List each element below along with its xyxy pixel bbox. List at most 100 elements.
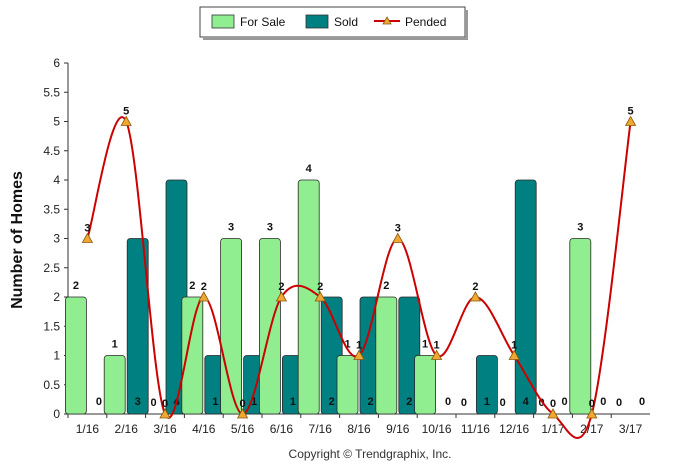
data-label-pended: 1 [356, 340, 362, 352]
pended-marker [120, 115, 132, 126]
y-tick-label: 4 [53, 173, 60, 187]
data-label-sold: 0 [639, 396, 645, 408]
y-tick-label: 1 [53, 349, 60, 363]
pended-marker [624, 115, 637, 126]
data-label-for-sale: 1 [344, 339, 350, 351]
y-axis-title: Number of Homes [9, 171, 26, 309]
pended-marker [392, 232, 404, 243]
data-label-sold: 0 [445, 396, 451, 408]
legend-marker-pended [382, 16, 392, 25]
data-label-sold: 1 [290, 396, 296, 408]
pended-marker [81, 232, 94, 243]
y-tick-label: 0.5 [43, 378, 60, 392]
data-label-pended: 1 [434, 340, 440, 352]
data-label-sold: 3 [135, 396, 141, 408]
data-label-pended: 2 [472, 281, 478, 293]
pended-marker [430, 349, 443, 360]
pended-marker [353, 349, 365, 360]
bar-for-sale [258, 238, 281, 415]
y-tick-label: 2 [53, 290, 60, 304]
bar-for-sale [65, 296, 87, 415]
pended-marker [508, 349, 520, 360]
data-label-pended: 2 [201, 281, 207, 293]
y-tick-label: 3 [53, 232, 60, 246]
legend-swatch-for-sale [211, 14, 235, 29]
x-tick-label: 5/16 [231, 422, 255, 436]
data-label-for-sale: 1 [422, 339, 428, 351]
pended-marker [547, 408, 559, 419]
y-tick-label: 3.5 [43, 202, 60, 216]
bar-for-sale [569, 238, 592, 415]
legend-shadow-bottom [203, 37, 468, 40]
y-tick-label: 1.5 [43, 319, 60, 333]
data-label-for-sale: 3 [577, 222, 583, 234]
data-label-sold: 2 [329, 396, 335, 408]
pended-marker [586, 408, 598, 419]
x-tick-label: 4/16 [192, 422, 216, 436]
bar-for-sale [181, 296, 204, 415]
data-label-for-sale: 2 [383, 280, 389, 292]
pended-marker [314, 291, 326, 302]
x-tick-label: 7/16 [309, 422, 333, 436]
pended-marker [236, 408, 249, 419]
data-label-pended: 3 [84, 223, 90, 235]
data-label-for-sale: 4 [306, 163, 313, 175]
bar-sold [514, 179, 537, 415]
data-label-for-sale: 0 [461, 397, 467, 409]
y-tick-label: 0 [53, 407, 60, 421]
bar-for-sale [336, 355, 359, 415]
data-label-for-sale: 2 [189, 280, 195, 292]
data-label-for-sale: 3 [267, 222, 273, 234]
pended-marker [275, 291, 288, 302]
bar-for-sale [103, 355, 126, 415]
data-label-sold: 0 [96, 396, 102, 408]
legend: For Sale Sold Pended [199, 6, 468, 40]
data-label-pended: 2 [317, 281, 323, 293]
y-tick-label: 4.5 [43, 144, 60, 158]
y-tick-label: 2.5 [43, 261, 60, 275]
copyright: Copyright © Trendgraphix, Inc. [289, 447, 452, 461]
data-label-pended: 5 [628, 106, 634, 118]
data-label-sold: 1 [212, 396, 218, 408]
legend-label-pended: Pended [405, 15, 446, 29]
data-label-pended: 0 [240, 398, 246, 410]
x-tick-label: 11/16 [461, 422, 490, 436]
x-tick-label: 2/17 [580, 422, 604, 436]
pended-marker [159, 408, 171, 419]
data-label-for-sale: 1 [112, 339, 118, 351]
y-tick-label: 6 [53, 56, 60, 70]
legend-label-for-sale: For Sale [240, 15, 286, 29]
x-tick-label: 2/16 [115, 422, 139, 436]
legend-box [199, 6, 466, 38]
legend-shadow [465, 10, 468, 40]
data-label-sold: 1 [484, 396, 490, 408]
data-label-for-sale: 0 [538, 397, 544, 409]
pended-marker [198, 291, 210, 302]
bar-for-sale [414, 355, 437, 415]
y-tick-label: 5 [53, 115, 60, 129]
data-label-sold: 2 [406, 396, 412, 408]
x-tick-label: 1/17 [541, 422, 565, 436]
data-label-pended: 0 [589, 398, 595, 410]
x-tick-label: 6/16 [270, 422, 294, 436]
data-label-for-sale: 0 [150, 397, 156, 409]
data-label-for-sale: 0 [616, 397, 622, 409]
data-label-pended: 5 [123, 106, 129, 118]
data-label-sold: 4 [523, 396, 530, 408]
data-label-for-sale: 0 [500, 397, 506, 409]
x-tick-label: 3/17 [619, 422, 643, 436]
x-tick-label: 8/16 [347, 422, 371, 436]
data-label-sold: 0 [561, 396, 567, 408]
data-label-pended: 2 [278, 281, 284, 293]
data-label-sold: 2 [367, 396, 373, 408]
x-tick-label: 1/16 [76, 422, 100, 436]
data-label-sold: 1 [251, 396, 257, 408]
bar-for-sale [375, 296, 398, 415]
legend-label-sold: Sold [334, 15, 358, 29]
bar-for-sale [297, 179, 320, 415]
data-label-sold: 0 [600, 396, 606, 408]
y-tick-label: 5.5 [43, 85, 60, 99]
legend-swatch-sold [305, 14, 329, 29]
